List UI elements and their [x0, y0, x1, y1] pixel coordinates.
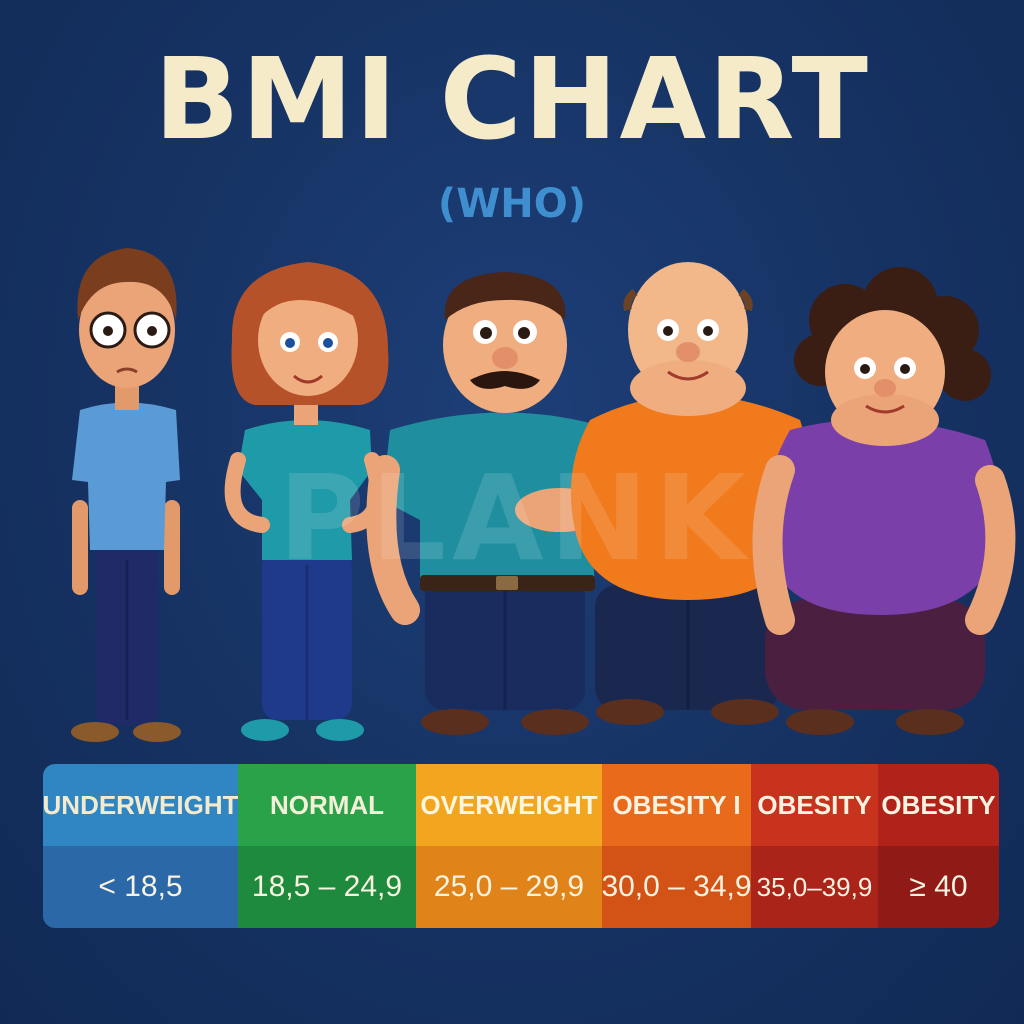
range-overweight: 25,0 – 29,9: [416, 846, 602, 928]
figure-bald-man: [570, 262, 812, 725]
page-subtitle: (WHO): [437, 181, 587, 227]
range-obesity-2: 35,0–39,9: [751, 846, 878, 928]
category-label-normal: NORMAL: [238, 764, 416, 846]
range-underweight: < 18,5: [43, 846, 238, 928]
bmi-category-table: UNDERWEIGHT NORMAL OVERWEIGHT OBESITY I …: [43, 764, 999, 928]
figures-illustration: [71, 248, 1016, 742]
range-obesity-3: ≥ 40: [878, 846, 999, 928]
figure-mustache-man: [366, 272, 625, 735]
watermark-text: PLANK: [278, 449, 752, 587]
figure-curly-woman: [752, 267, 1016, 735]
figure-thin-man: [71, 248, 181, 742]
category-label-obesity-2: OBESITY: [751, 764, 878, 846]
category-label-underweight: UNDERWEIGHT: [43, 764, 238, 846]
range-obesity-1: 30,0 – 34,9: [601, 846, 752, 928]
category-label-overweight: OVERWEIGHT: [416, 764, 602, 846]
page-title: BMI CHART: [154, 35, 870, 165]
category-label-obesity-3: OBESITY: [878, 764, 999, 846]
range-normal: 18,5 – 24,9: [238, 846, 416, 928]
category-label-obesity-1: OBESITY I: [602, 764, 751, 846]
figure-woman-normal: [224, 262, 389, 741]
